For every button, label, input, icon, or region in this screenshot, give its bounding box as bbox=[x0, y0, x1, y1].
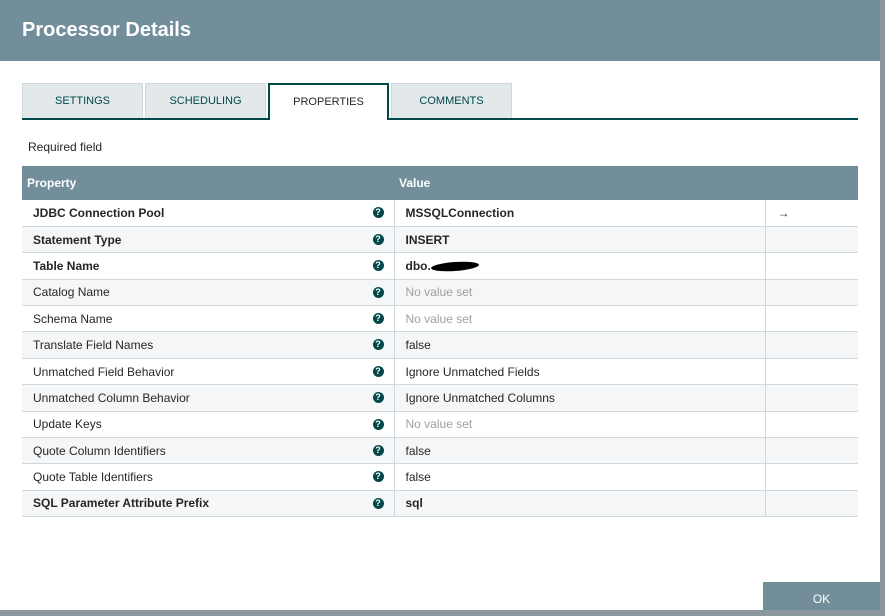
help-icon[interactable]: ? bbox=[372, 260, 384, 272]
table-row[interactable]: Translate Field Names? false bbox=[22, 331, 858, 359]
help-icon[interactable]: ? bbox=[372, 233, 384, 245]
value-text: No value set bbox=[405, 311, 473, 326]
table-row[interactable]: Quote Table Identifiers? false bbox=[22, 463, 858, 491]
row-actions bbox=[764, 437, 858, 465]
table-row[interactable]: Schema Name? No value set bbox=[22, 305, 858, 333]
value-text: false bbox=[405, 470, 431, 485]
property-value[interactable]: No value set bbox=[393, 411, 765, 439]
property-name: Schema Name? bbox=[22, 305, 394, 333]
table-row[interactable]: Statement Type? INSERT bbox=[22, 226, 858, 254]
tab-comments[interactable]: COMMENTS bbox=[391, 83, 512, 118]
property-name: JDBC Connection Pool? bbox=[22, 200, 394, 227]
help-icon[interactable]: ? bbox=[372, 286, 384, 298]
table-row[interactable]: Update Keys? No value set bbox=[22, 411, 858, 439]
property-name: Catalog Name? bbox=[22, 279, 394, 307]
redaction-scribble bbox=[430, 260, 480, 273]
tab-properties[interactable]: PROPERTIES bbox=[268, 83, 389, 120]
tab-settings[interactable]: SETTINGS bbox=[22, 83, 143, 118]
property-column-header: Property bbox=[22, 166, 394, 200]
properties-table: Property Value JDBC Connection Pool? MSSQ… bbox=[22, 166, 858, 518]
property-label: SQL Parameter Attribute Prefix bbox=[33, 496, 210, 511]
property-label: Unmatched Column Behavior bbox=[33, 390, 190, 405]
value-column-header: Value bbox=[394, 166, 858, 200]
row-actions bbox=[764, 411, 858, 439]
property-value[interactable]: false bbox=[393, 331, 765, 359]
property-label: Statement Type bbox=[33, 232, 122, 247]
table-row[interactable]: SQL Parameter Attribute Prefix? sql bbox=[22, 490, 858, 518]
value-text: Ignore Unmatched Columns bbox=[405, 390, 555, 405]
value-text: false bbox=[405, 443, 431, 458]
table-row[interactable]: Quote Column Identifiers? false bbox=[22, 437, 858, 465]
row-actions bbox=[764, 384, 858, 412]
property-label: Catalog Name bbox=[33, 285, 110, 300]
property-value[interactable]: No value set bbox=[393, 279, 765, 307]
help-icon[interactable]: ? bbox=[372, 418, 384, 430]
help-icon[interactable]: ? bbox=[372, 313, 384, 325]
property-label: JDBC Connection Pool bbox=[33, 205, 165, 220]
table-row[interactable]: Catalog Name? No value set bbox=[22, 279, 858, 307]
help-icon[interactable]: ? bbox=[372, 471, 384, 483]
row-actions bbox=[764, 331, 858, 359]
property-value[interactable]: INSERT bbox=[393, 226, 765, 254]
property-label: Quote Table Identifiers bbox=[33, 470, 153, 485]
ok-button[interactable]: OK bbox=[763, 582, 880, 610]
property-name: Statement Type? bbox=[22, 226, 394, 254]
property-value[interactable]: false bbox=[393, 437, 765, 465]
table-row[interactable]: Unmatched Column Behavior? Ignore Unmatch… bbox=[22, 384, 858, 412]
help-icon[interactable]: ? bbox=[372, 392, 384, 404]
row-actions bbox=[764, 358, 858, 386]
row-actions bbox=[764, 252, 858, 280]
property-label: Quote Column Identifiers bbox=[33, 443, 166, 458]
go-to-arrow-icon[interactable]: → bbox=[777, 205, 790, 220]
table-row[interactable]: Unmatched Field Behavior? Ignore Unmatche… bbox=[22, 358, 858, 386]
row-actions bbox=[764, 305, 858, 333]
row-actions bbox=[764, 463, 858, 491]
required-field-note: Required field bbox=[28, 140, 103, 154]
dialog-title: Processor Details bbox=[0, 0, 880, 61]
property-value[interactable]: false bbox=[393, 463, 765, 491]
property-label: Table Name bbox=[33, 258, 100, 273]
help-icon[interactable]: ? bbox=[372, 445, 384, 457]
property-value[interactable]: MSSQLConnection bbox=[393, 200, 765, 227]
property-value[interactable]: Ignore Unmatched Columns bbox=[393, 384, 765, 412]
property-value[interactable]: dbo. bbox=[393, 252, 765, 280]
property-name: Quote Table Identifiers? bbox=[22, 463, 394, 491]
value-text: Ignore Unmatched Fields bbox=[405, 364, 540, 379]
value-text: false bbox=[405, 338, 431, 353]
row-actions bbox=[764, 279, 858, 307]
property-name: Table Name? bbox=[22, 252, 394, 280]
property-label: Translate Field Names bbox=[33, 338, 154, 353]
property-name: Translate Field Names? bbox=[22, 331, 394, 359]
property-name: Quote Column Identifiers? bbox=[22, 437, 394, 465]
help-icon[interactable]: ? bbox=[372, 207, 384, 218]
tab-scheduling[interactable]: SCHEDULING bbox=[145, 83, 266, 118]
property-label: Update Keys bbox=[33, 417, 102, 432]
property-value[interactable]: Ignore Unmatched Fields bbox=[393, 358, 765, 386]
value-text: INSERT bbox=[405, 232, 450, 247]
value-text: dbo. bbox=[405, 258, 431, 273]
property-value[interactable]: sql bbox=[393, 490, 765, 518]
property-label: Schema Name bbox=[33, 311, 113, 326]
property-name: SQL Parameter Attribute Prefix? bbox=[22, 490, 394, 518]
value-text: No value set bbox=[405, 417, 473, 432]
property-label: Unmatched Field Behavior bbox=[33, 364, 175, 379]
tab-bar: SETTINGS SCHEDULING PROPERTIES COMMENTS bbox=[22, 83, 858, 120]
value-text: No value set bbox=[405, 285, 473, 300]
row-actions bbox=[764, 226, 858, 254]
property-value[interactable]: No value set bbox=[393, 305, 765, 333]
row-actions bbox=[764, 490, 858, 518]
property-name: Update Keys? bbox=[22, 411, 394, 439]
row-actions: → bbox=[764, 200, 858, 227]
table-row[interactable]: JDBC Connection Pool? MSSQLConnection → bbox=[22, 200, 858, 227]
value-text: MSSQLConnection bbox=[405, 205, 515, 220]
help-icon[interactable]: ? bbox=[372, 497, 384, 509]
property-name: Unmatched Field Behavior? bbox=[22, 358, 394, 386]
table-row[interactable]: Table Name? dbo. bbox=[22, 252, 858, 280]
help-icon[interactable]: ? bbox=[372, 339, 384, 351]
help-icon[interactable]: ? bbox=[372, 365, 384, 377]
property-name: Unmatched Column Behavior? bbox=[22, 384, 394, 412]
value-text: sql bbox=[405, 496, 423, 511]
